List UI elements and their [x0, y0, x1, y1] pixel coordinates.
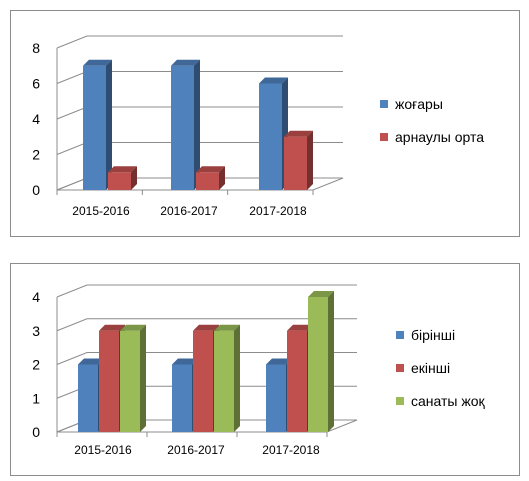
- legend: жоғары арнаулы орта: [380, 96, 484, 145]
- bar-top: [214, 324, 240, 331]
- legend: бірінші екінші санаты жоқ: [396, 327, 486, 409]
- bar-top: [193, 324, 219, 331]
- bar: [214, 324, 240, 432]
- legend-swatch: [396, 397, 404, 405]
- bar-front: [99, 330, 119, 432]
- gridline: [56, 352, 357, 365]
- x-category-label: 2017-2018: [262, 443, 320, 457]
- bar-top: [308, 291, 334, 297]
- y-tick-label: 2: [32, 357, 40, 373]
- bar-top: [259, 77, 288, 84]
- bar-top: [171, 59, 200, 66]
- x-category-label: 2015-2016: [72, 204, 130, 218]
- bar: [120, 324, 146, 432]
- legend-swatch: [380, 100, 388, 108]
- bar-side: [194, 59, 200, 190]
- bar-side: [328, 291, 334, 432]
- gridline: [56, 284, 357, 298]
- y-tick-label: 0: [32, 424, 40, 440]
- bar-front: [214, 330, 234, 432]
- bar: [108, 166, 137, 190]
- bar-front: [284, 136, 307, 190]
- bar: [284, 130, 313, 190]
- legend-swatch: [396, 364, 404, 372]
- legend-label: екінші: [411, 360, 450, 376]
- legend-label: бірінші: [411, 327, 455, 343]
- bar-front: [108, 172, 131, 190]
- y-tick-label: 0: [32, 182, 40, 198]
- legend-label: жоғары: [395, 96, 443, 112]
- y-tick-label: 3: [32, 323, 40, 339]
- legend-swatch: [396, 331, 404, 339]
- bar-top: [287, 324, 313, 331]
- bar-top: [196, 166, 225, 173]
- bar-side: [307, 130, 313, 190]
- bar-front: [193, 330, 213, 432]
- x-category-label: 2016-2017: [160, 204, 218, 218]
- bar-front: [266, 364, 286, 432]
- bar-front: [171, 65, 194, 190]
- bar-front: [78, 364, 98, 432]
- y-tick-label: 8: [32, 40, 40, 56]
- bar-top: [99, 324, 125, 331]
- y-tick-label: 2: [32, 147, 40, 163]
- x-category-label: 2016-2017: [167, 443, 225, 457]
- legend-label: санаты жоқ: [411, 393, 486, 409]
- bar-top: [284, 130, 313, 137]
- y-tick-label: 4: [32, 111, 40, 127]
- x-category-label: 2015-2016: [74, 443, 132, 457]
- y-tick-label: 1: [32, 390, 40, 406]
- bar-front: [120, 330, 140, 432]
- bar-front: [287, 330, 307, 432]
- bar-top: [172, 358, 198, 365]
- bar-top: [78, 358, 104, 365]
- bar-side: [106, 59, 112, 190]
- y-tick-label: 4: [32, 289, 40, 305]
- bar: [196, 166, 225, 190]
- gridline: [56, 35, 343, 49]
- bar: [171, 59, 200, 190]
- bar-front: [259, 83, 282, 190]
- bar-side: [234, 324, 240, 432]
- legend-swatch: [380, 133, 388, 141]
- bar-top: [266, 358, 292, 365]
- bar-side: [131, 166, 137, 190]
- bar-top: [108, 166, 137, 173]
- bar-side: [140, 324, 146, 432]
- bar-front: [196, 172, 219, 190]
- bar: [308, 291, 334, 432]
- bar-front: [172, 364, 192, 432]
- bar-front: [83, 65, 106, 190]
- gridline: [56, 318, 357, 332]
- y-tick-label: 6: [32, 76, 40, 92]
- bar-side: [219, 166, 225, 190]
- chart-1: 0 2 4 6 8 2015-2016 2016-2017 2017-2018 жоғары ар…: [32, 35, 484, 218]
- legend-label: арнаулы орта: [395, 129, 484, 145]
- bar-top: [83, 59, 112, 66]
- bar-top: [120, 324, 146, 331]
- bar-front: [308, 297, 328, 432]
- x-category-label: 2017-2018: [249, 204, 307, 218]
- bar: [83, 59, 112, 190]
